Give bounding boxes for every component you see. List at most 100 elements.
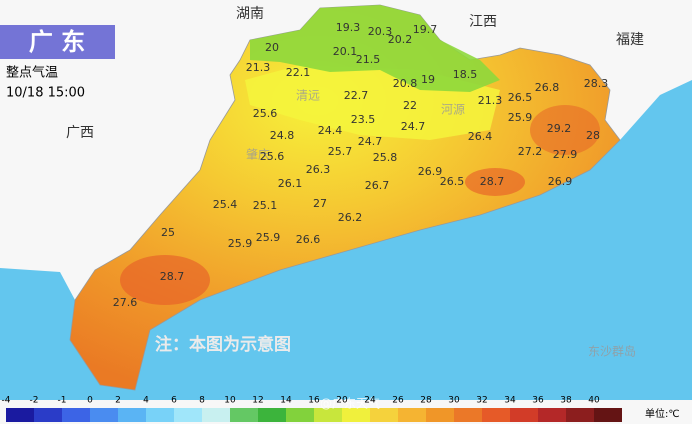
legend-swatch [510,408,538,422]
temperature-label: 25.9 [228,237,253,250]
subtitle: 整点气温 [6,65,58,81]
legend-swatch [230,408,258,422]
legend-tick: 6 [171,396,177,406]
legend-tick: -4 [2,396,11,406]
temperature-label: 28.7 [480,175,505,188]
time: 10/18 15:00 [6,86,85,101]
temperature-label: 26.9 [418,165,443,178]
region-label: 广西 [66,125,94,141]
legend-tick: 26 [392,396,404,406]
title: 广 东 [29,28,85,56]
legend-tick: 30 [448,396,460,406]
legend-tick: 20 [336,396,348,406]
temperature-label: 20.2 [388,33,413,46]
legend-tick: 12 [252,396,263,406]
region-label: 湖南 [236,6,264,22]
temperature-label: 28 [586,129,600,142]
legend-tick: 10 [224,396,236,406]
temperature-label: 27.6 [113,296,138,309]
temperature-label: 26.2 [338,211,363,224]
temperature-label: 26.5 [508,91,533,104]
legend-tick: 4 [143,396,149,406]
legend-tick: -1 [58,396,67,406]
hot-zone [120,255,210,305]
temperature-label: 24.7 [358,135,383,148]
temperature-label: 26.8 [535,81,560,94]
temperature-label: 19.3 [336,21,361,34]
legend-swatch [566,408,594,422]
legend-swatch [342,408,370,422]
legend-swatch [370,408,398,422]
watermark: @广东天气 [320,396,380,411]
legend-tick: 34 [504,396,516,406]
note: 注：本图为示意图 [155,334,291,355]
temperature-label: 26.9 [548,175,573,188]
temperature-label: 24.4 [318,124,343,137]
temperature-label: 22 [403,99,417,112]
region-label: 江西 [469,14,497,30]
temperature-label: 21.3 [246,61,271,74]
temperature-label: 25.9 [256,231,281,244]
legend-swatch [90,408,118,422]
legend-swatch [538,408,566,422]
temperature-label: 26.1 [278,177,303,190]
legend-tick: -2 [30,396,39,406]
temperature-label: 28.3 [584,77,609,90]
temperature-label: 26.7 [365,179,390,192]
temperature-label: 25.1 [253,199,278,212]
legend-swatch [118,408,146,422]
temperature-label: 24.8 [270,129,295,142]
legend-tick: 16 [308,396,320,406]
city-label: 东沙群岛 [588,344,636,359]
temperature-label: 25.4 [213,198,238,211]
temperature-label: 25.6 [260,150,285,163]
temperature-label: 20 [265,41,279,54]
temperature-label: 25.6 [253,107,278,120]
legend-swatch [594,408,622,422]
cold-zone [250,5,500,92]
legend-swatch [454,408,482,422]
hot-zone [465,168,525,196]
temperature-label: 28.7 [160,270,185,283]
temperature-label: 20.8 [393,77,418,90]
legend-swatch [286,408,314,422]
legend-tick: 14 [280,396,292,406]
temperature-label: 21.3 [478,94,503,107]
temperature-label: 20.3 [368,25,393,38]
legend-swatch [202,408,230,422]
legend-unit: 单位:℃ [645,407,680,420]
temperature-label: 18.5 [453,68,478,81]
legend-swatch [398,408,426,422]
temperature-label: 26.3 [306,163,331,176]
temperature-label: 26.5 [440,175,465,188]
temperature-label: 27.2 [518,145,543,158]
temperature-label: 19 [421,73,435,86]
temperature-label: 25 [161,226,175,239]
city-label: 河源 [441,103,465,117]
legend-tick: 24 [364,396,376,406]
hot-zone [530,105,600,155]
temperature-label: 24.7 [401,120,426,133]
legend-swatch [482,408,510,422]
temperature-label: 26.6 [296,233,321,246]
legend-swatch [426,408,454,422]
title-box [0,25,115,59]
temperature-label: 26.4 [468,130,493,143]
city-label: 清远 [296,89,320,103]
temperature-label: 27 [313,197,327,210]
legend-swatch [34,408,62,422]
temperature-label: 20.1 [333,45,358,58]
legend-tick: 36 [532,396,544,406]
region-label: 福建 [616,32,644,48]
legend-tick: 0 [87,396,93,406]
temperature-label: 25.8 [373,151,398,164]
temperature-label: 25.7 [328,145,353,158]
legend-tick: 32 [476,396,487,406]
temperature-label: 27.9 [553,148,578,161]
legend-swatch [314,408,342,422]
temperature-label: 29.2 [547,122,572,135]
temperature-label: 22.1 [286,66,311,79]
legend-swatch [146,408,174,422]
legend-tick: 2 [115,396,121,406]
